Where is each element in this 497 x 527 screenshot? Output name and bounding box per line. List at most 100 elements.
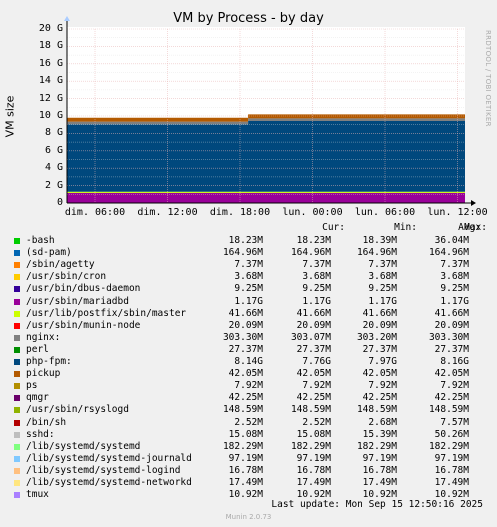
legend-value-avg: 7.92M [368,380,397,392]
legend-swatch [14,262,20,269]
legend-value-min: 9.25M [302,283,331,295]
legend-value-max: 8.16G [440,356,469,367]
legend-label: sshd: [26,428,55,440]
legend-value-avg: 10.92M [362,489,397,501]
legend-value-min: 164.96M [290,247,331,259]
legend-value-min: 303.07M [290,331,331,343]
legend-value-min: 18.23M [296,235,331,246]
legend-row: /usr/sbin/mariadbd 1.17G 1.17G 1.17G 1.17G [14,296,489,308]
legend-row: /usr/lib/postfix/sbin/master 41.66M 41.66M… [14,308,489,320]
legend-row: qmgr 42.25M 42.25M 42.25M 42.25M [14,392,489,404]
col-header-cur: Cur: [322,222,345,233]
legend-swatch [14,322,20,329]
legend-value-max: 97.19M [434,452,469,464]
legend-row: sshd: 15.08M 15.08M 15.39M 50.26M [14,429,489,441]
legend-value-min: 20.09M [296,319,331,331]
legend-value-avg: 15.39M [362,428,397,440]
legend-swatch [14,371,20,378]
legend-value-avg: 18.39M [362,235,397,246]
series-band-2 [67,120,465,192]
legend-label: /sbin/agetty [26,259,95,271]
legend-value-max: 7.57M [440,416,469,428]
series-band-3 [67,118,465,125]
legend-value-cur: 42.25M [228,392,263,404]
legend-label: php-fpm: [26,356,72,367]
legend-value-max: 303.30M [428,331,469,343]
legend-row: pickup 42.05M 42.05M 42.05M 42.05M [14,368,489,380]
legend-value-max: 148.59M [428,404,469,416]
legend-value-max: 3.68M [440,271,469,283]
legend-label: -bash [26,235,55,246]
y-tick-label: 14 G [38,75,63,87]
legend-value-max: 20.09M [434,319,469,331]
legend-row: nginx: 303.30M 303.07M 303.20M 303.30M [14,332,489,344]
legend-value-avg: 97.19M [362,452,397,464]
legend-swatch [14,419,20,426]
legend-value-max: 17.49M [434,477,469,488]
legend-row: /lib/systemd/systemd 182.29M 182.29M 182.29… [14,441,489,453]
legend-value-cur: 303.30M [222,331,263,343]
legend-row: /usr/sbin/munin-node 20.09M 20.09M 20.09M 20… [14,320,489,332]
legend-row: tmux 10.92M 10.92M 10.92M 10.92M [14,489,489,501]
legend-value-min: 2.52M [302,416,331,428]
legend-value-cur: 9.25M [234,283,263,295]
legend-label: /usr/sbin/munin-node [26,319,141,331]
legend-value-cur: 27.37M [228,343,263,355]
legend-value-cur: 182.29M [222,440,263,452]
y-tick-label: 6 G [44,144,63,156]
legend-value-avg: 27.37M [362,343,397,355]
y-tick-label: 0 [56,197,63,208]
legend-row: /sbin/agetty 7.37M 7.37M 7.37M 7.37M [14,259,489,271]
legend-label: /lib/systemd/systemd-networkd [26,477,192,488]
legend-value-avg: 42.25M [362,392,397,404]
legend-value-cur: 148.59M [222,404,263,416]
legend-value-cur: 20.09M [228,319,263,331]
legend-swatch [14,250,20,257]
legend-value-cur: 1.17G [234,295,263,307]
legend-swatch [14,395,20,402]
legend-value-avg: 41.66M [362,307,397,319]
legend-label: /lib/systemd/systemd-journald [26,452,192,464]
x-tick-label: lun. 12:00 [427,207,488,218]
legend-label: tmux [26,489,49,501]
legend-value-max: 7.92M [440,380,469,392]
legend-value-min: 7.37M [302,259,331,271]
x-tick-label: dim. 12:00 [137,207,198,218]
legend-row: /usr/sbin/cron 3.68M 3.68M 3.68M 3.68M [14,271,489,283]
legend-swatch [14,443,20,450]
legend-value-cur: 18.23M [228,235,263,246]
legend-value-max: 36.04M [434,235,469,246]
col-header-avg: Avg: [458,222,481,233]
legend-value-avg: 7.37M [368,259,397,271]
rrdtool-credit: RRDTOOL / TOBI OETIKER [484,30,492,127]
legend-value-min: 97.19M [296,452,331,464]
legend-value-avg: 2.68M [368,416,397,428]
legend-swatch [14,334,20,341]
y-tick-label: 8 G [44,127,63,139]
y-axis-arrow [64,16,70,21]
y-tick-label: 16 G [38,57,63,69]
x-tick-label: lun. 00:00 [282,207,343,218]
legend-value-min: 1.17G [302,295,331,307]
legend-value-avg: 16.78M [362,464,397,476]
legend-value-min: 7.76G [302,356,331,367]
legend-value-max: 7.37M [440,259,469,271]
legend-value-cur: 15.08M [228,428,263,440]
legend-value-avg: 42.05M [362,368,397,380]
legend-label: ps [26,380,38,392]
y-tick-label: 20 G [38,23,63,34]
legend-label: perl [26,343,49,355]
legend-value-min: 182.29M [290,440,331,452]
legend-label: /bin/sh [26,416,67,428]
legend-label: /usr/bin/dbus-daemon [26,283,141,295]
last-update: Last update: Mon Sep 15 12:50:16 2025 [271,499,483,510]
legend-row: ps 7.92M 7.92M 7.92M 7.92M [14,380,489,392]
legend-label: (sd-pam) [26,247,72,259]
legend-row: /lib/systemd/systemd-journald 97.19M 97.19… [14,453,489,465]
legend-row: /usr/bin/dbus-daemon 9.25M 9.25M 9.25M 9.25M [14,283,489,295]
legend-value-min: 41.66M [296,307,331,319]
legend-swatch [14,274,20,281]
legend-swatch [14,480,20,486]
legend-swatch [14,407,20,414]
legend-value-cur: 164.96M [222,247,263,259]
